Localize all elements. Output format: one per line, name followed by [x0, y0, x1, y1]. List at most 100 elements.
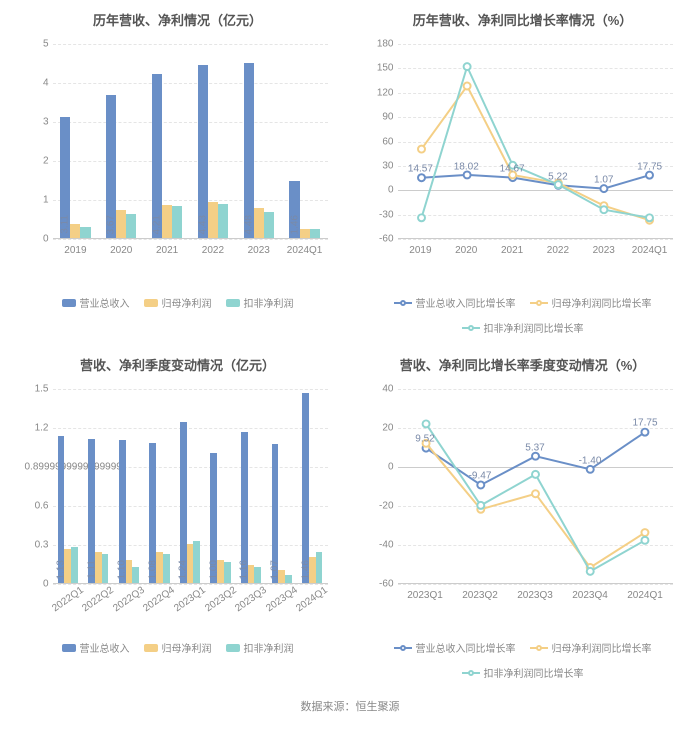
bar-value-label: 1.13: [56, 560, 67, 579]
legend-label: 归母净利润同比增长率: [552, 640, 652, 655]
gridline: [53, 44, 328, 45]
xtick-label: 2022Q3: [111, 585, 146, 614]
ytick-label: 30: [370, 160, 394, 171]
ytick-label: 5: [25, 39, 49, 50]
dashboard: 历年营收、净利情况（亿元） 0123453.1120193.6720204.21…: [0, 10, 700, 680]
panel-br: 营收、净利同比增长率季度变动情况（%） -60-40-20020409.52-9…: [360, 355, 685, 680]
gridline: [53, 389, 328, 390]
chart-title: 营收、净利同比增长率季度变动情况（%）: [400, 355, 646, 374]
gridline: [53, 239, 328, 240]
legend-label: 扣非净利润同比增长率: [484, 665, 584, 680]
xtick-label: 2023Q1: [172, 585, 207, 614]
legend-label: 营业总收入: [80, 295, 130, 310]
bar-series3: [218, 204, 228, 238]
xtick-label: 2022Q1: [50, 585, 85, 614]
series-marker: [646, 214, 653, 221]
bar-value-label: 1.24: [178, 560, 189, 579]
legend-swatch-icon: [462, 669, 480, 677]
legend-swatch-icon: [144, 299, 158, 307]
ytick-label: 1.2: [25, 423, 49, 434]
panel-bl: 营收、净利季度变动情况（亿元） 00.30.60.899999999999999…: [15, 355, 340, 680]
ytick-label: 0.6: [25, 501, 49, 512]
gridline: [398, 239, 673, 240]
bar-series3: [285, 575, 292, 583]
xtick-label: 2024Q1: [632, 245, 668, 256]
legend-label: 营业总收入同比增长率: [416, 295, 516, 310]
gridline: [53, 584, 328, 585]
xtick-label: 2024Q1: [287, 245, 323, 256]
ytick-label: -60: [370, 579, 394, 590]
xtick-label: 2019: [409, 245, 431, 256]
point-label: -9.47: [469, 471, 492, 482]
bar-value-label: 1.46: [300, 560, 311, 579]
series-marker: [422, 420, 429, 427]
series-line: [421, 175, 649, 189]
legend-item: 归母净利润同比增长率: [530, 640, 652, 655]
bar-series3: [310, 229, 320, 238]
point-label: 5.37: [525, 442, 544, 453]
legend-item: 扣非净利润同比增长率: [462, 665, 584, 680]
panel-tr: 历年营收、净利同比增长率情况（%） -60-300306090120150180…: [360, 10, 685, 335]
bar-value-label: 4.43: [197, 215, 208, 234]
ytick-label: 1.5: [25, 384, 49, 395]
panel-tl: 历年营收、净利情况（亿元） 0123453.1120193.6720204.21…: [15, 10, 340, 335]
legend-item: 营业总收入: [62, 640, 130, 655]
legend-label: 归母净利润: [162, 295, 212, 310]
bar-value-label: 1.10: [117, 560, 128, 579]
ytick-label: -20: [370, 501, 394, 512]
bar-value-label: 3.67: [106, 215, 117, 234]
point-label: 17.75: [637, 162, 662, 173]
chart-title: 历年营收、净利同比增长率情况（%）: [413, 10, 633, 29]
bar-value-label: 4.48: [243, 215, 254, 234]
legend-bl: 营业总收入归母净利润扣非净利润: [54, 640, 302, 655]
ytick-label: 90: [370, 112, 394, 123]
legend-item: 归母净利润: [144, 640, 212, 655]
chart-title: 营收、净利季度变动情况（亿元）: [80, 355, 275, 374]
series-marker: [418, 146, 425, 153]
series-marker: [646, 172, 653, 179]
bar-series2: [162, 205, 172, 238]
series-marker: [600, 185, 607, 192]
line-svg: [398, 44, 673, 238]
legend-swatch-icon: [226, 299, 240, 307]
point-label: 5.22: [548, 172, 567, 183]
xtick-label: 2024Q1: [627, 590, 663, 601]
xtick-label: 2022: [547, 245, 569, 256]
bar-series3: [172, 206, 182, 238]
ytick-label: 40: [370, 384, 394, 395]
legend-swatch-icon: [530, 299, 548, 307]
xtick-label: 2021: [501, 245, 523, 256]
point-label: 18.02: [454, 161, 479, 172]
ytick-label: 0.3: [25, 540, 49, 551]
series-marker: [600, 206, 607, 213]
line-svg: [398, 389, 673, 583]
bar-series1: [244, 63, 254, 238]
legend-label: 归母净利润: [162, 640, 212, 655]
ytick-label: 20: [370, 423, 394, 434]
gridline: [53, 200, 328, 201]
data-source-footer: 数据来源：恒生聚源: [0, 698, 700, 714]
xtick-label: 2023Q4: [264, 585, 299, 614]
series-marker: [418, 214, 425, 221]
legend-tl: 营业总收入 归母净利润扣非净利润: [54, 295, 302, 310]
xtick-label: 2023Q3: [233, 585, 268, 614]
legend-item: 扣非净利润: [226, 295, 294, 310]
chart-area-bl: 00.30.60.89999999999999991.21.51.132022Q…: [23, 384, 333, 614]
series-marker: [641, 429, 648, 436]
legend-swatch-icon: [394, 299, 412, 307]
series-line: [426, 443, 645, 567]
ytick-label: 0: [25, 579, 49, 590]
bar-series3: [80, 227, 90, 238]
legend-item: 营业总收入同比增长率: [394, 640, 516, 655]
point-label: 1.07: [594, 175, 613, 186]
legend-item: 扣非净利润同比增长率: [462, 320, 584, 335]
gridline: [53, 122, 328, 123]
ytick-label: 2: [25, 156, 49, 167]
legend-label: 归母净利润同比增长率: [552, 295, 652, 310]
bar-series2: [208, 202, 218, 238]
xtick-label: 2023Q4: [572, 590, 608, 601]
chart-area-br: -60-40-20020409.52-9.475.37-1.4017.75202…: [368, 384, 678, 614]
bar-value-label: 4.21: [152, 215, 163, 234]
ytick-label: 4: [25, 78, 49, 89]
plot-area: 0123453.1120193.6720204.2120214.4320224.…: [53, 44, 328, 239]
